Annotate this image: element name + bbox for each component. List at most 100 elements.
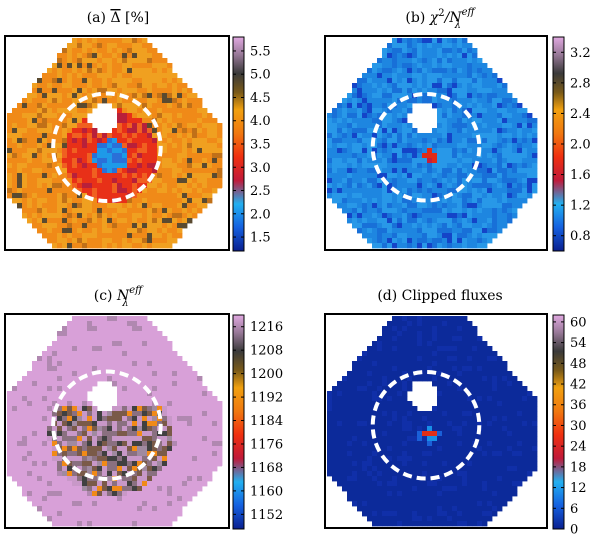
heatmap-cell — [332, 138, 338, 144]
heatmap-cell — [32, 148, 38, 154]
heatmap-cell — [112, 366, 118, 372]
heatmap-cell — [397, 381, 403, 387]
heatmap-cell — [477, 341, 483, 347]
heatmap-cell — [12, 456, 18, 462]
heatmap-cell — [362, 356, 368, 362]
heatmap-cell — [152, 521, 158, 527]
heatmap-cell — [457, 366, 463, 372]
heatmap-cell — [177, 203, 183, 209]
heatmap-cell — [487, 133, 493, 139]
heatmap-cell — [162, 138, 168, 144]
heatmap-cell — [87, 521, 93, 527]
heatmap-cell — [172, 456, 178, 462]
heatmap-cell — [27, 148, 33, 154]
heatmap-cell — [482, 366, 488, 372]
heatmap-cell — [477, 198, 483, 204]
heatmap-cell — [362, 213, 368, 219]
heatmap-cell — [32, 213, 38, 219]
heatmap-cell — [167, 506, 173, 512]
heatmap-cell — [177, 506, 183, 512]
heatmap-cell — [517, 188, 523, 194]
heatmap-cell — [392, 416, 398, 422]
heatmap-cell — [377, 173, 383, 179]
heatmap-cell — [62, 326, 68, 332]
heatmap-cell — [357, 93, 363, 99]
heatmap-cell — [172, 436, 178, 442]
heatmap-cell — [207, 391, 213, 397]
heatmap-cell — [332, 386, 338, 392]
heatmap-cell — [437, 416, 443, 422]
heatmap-cell — [162, 153, 168, 159]
heatmap-cell — [472, 416, 478, 422]
heatmap-cell — [97, 436, 103, 442]
heatmap-cell — [32, 441, 38, 447]
heatmap-cell — [472, 58, 478, 64]
heatmap-cell — [377, 68, 383, 74]
heatmap-cell — [342, 128, 348, 134]
heatmap-cell — [332, 153, 338, 159]
heatmap-cell — [192, 446, 198, 452]
heatmap-cell — [172, 238, 178, 244]
heatmap-cell — [187, 93, 193, 99]
heatmap-cell — [102, 133, 108, 139]
heatmap-cell — [372, 223, 378, 229]
heatmap-cell — [162, 78, 168, 84]
heatmap-cell — [427, 356, 433, 362]
heatmap-cell — [517, 401, 523, 407]
heatmap-cell — [77, 188, 83, 194]
heatmap-cell — [167, 366, 173, 372]
heatmap-cell — [507, 213, 513, 219]
heatmap-cell — [357, 148, 363, 154]
heatmap-cell — [392, 243, 398, 249]
heatmap-cell — [212, 173, 218, 179]
heatmap-cell — [367, 128, 373, 134]
heatmap-cell — [402, 366, 408, 372]
heatmap-cell — [477, 346, 483, 352]
heatmap-cell — [407, 78, 413, 84]
heatmap-cell — [487, 351, 493, 357]
heatmap-cell — [92, 233, 98, 239]
heatmap-cell — [502, 411, 508, 417]
heatmap-cell — [152, 421, 158, 427]
heatmap-cell — [412, 68, 418, 74]
heatmap-cell — [392, 178, 398, 184]
heatmap-cell — [72, 193, 78, 199]
heatmap-cell — [357, 213, 363, 219]
heatmap-cell — [432, 411, 438, 417]
heatmap-cell — [172, 406, 178, 412]
heatmap-cell — [432, 83, 438, 89]
heatmap-cell — [102, 411, 108, 417]
heatmap-cell — [192, 476, 198, 482]
heatmap-cell — [372, 228, 378, 234]
heatmap-cell — [157, 456, 163, 462]
heatmap-cell — [407, 148, 413, 154]
heatmap-cell — [107, 491, 113, 497]
heatmap-cell — [27, 158, 33, 164]
heatmap-cell — [437, 351, 443, 357]
heatmap-cell — [117, 416, 123, 422]
heatmap-cell — [117, 98, 123, 104]
heatmap-cell — [7, 173, 13, 179]
heatmap-cell — [152, 361, 158, 367]
heatmap-cell — [137, 118, 143, 124]
heatmap-cell — [202, 138, 208, 144]
heatmap-cell — [47, 193, 53, 199]
heatmap-cell — [77, 168, 83, 174]
heatmap-cell — [172, 426, 178, 432]
heatmap-cell — [142, 486, 148, 492]
heatmap-cell — [192, 396, 198, 402]
heatmap-cell — [97, 203, 103, 209]
heatmap-cell — [92, 406, 98, 412]
heatmap-cell — [22, 391, 28, 397]
heatmap-cell — [482, 233, 488, 239]
heatmap-cell — [202, 446, 208, 452]
heatmap-cell — [102, 48, 108, 54]
heatmap-cell — [132, 233, 138, 239]
heatmap-cell — [47, 128, 53, 134]
heatmap-cell — [502, 148, 508, 154]
heatmap-cell — [67, 103, 73, 109]
heatmap-cell — [442, 366, 448, 372]
heatmap-cell — [27, 208, 33, 214]
heatmap-cell — [367, 198, 373, 204]
heatmap-cell — [82, 183, 88, 189]
